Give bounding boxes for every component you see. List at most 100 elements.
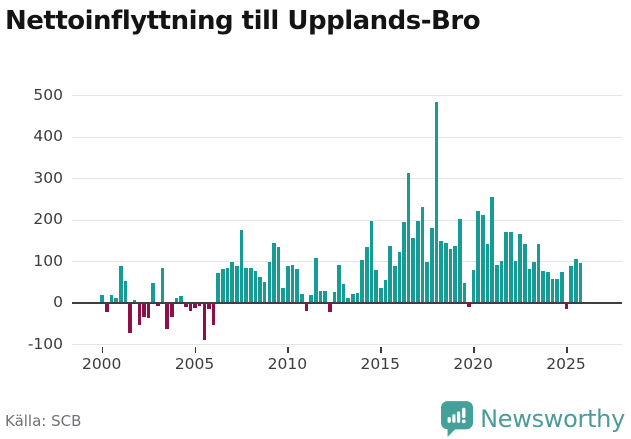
x-axis-label-2020: 2020 xyxy=(453,355,493,373)
bar-2022Q1 xyxy=(508,231,513,303)
x-axis-label-2000: 2000 xyxy=(81,355,122,373)
bar-2008Q4 xyxy=(262,281,267,303)
bar-2005Q2 xyxy=(197,302,202,307)
bar-2011Q4 xyxy=(318,290,323,303)
bar-2020Q2 xyxy=(476,210,481,303)
x-axis-label-2015: 2015 xyxy=(360,355,400,373)
bar-2016Q2 xyxy=(402,221,406,303)
bar-2007Q4 xyxy=(244,268,248,303)
bar-2006Q4 xyxy=(225,268,230,303)
bar-2012Q2 xyxy=(327,302,332,312)
bar-2015Q3 xyxy=(388,246,392,303)
bar-2019Q3 xyxy=(462,282,467,303)
bar-2017Q1 xyxy=(416,221,420,303)
bar-2007Q1 xyxy=(230,262,234,303)
bar-2021Q2 xyxy=(495,265,499,303)
bar-2011Q1 xyxy=(304,302,309,312)
bar-2002Q3 xyxy=(146,302,151,319)
x-tick-2020 xyxy=(473,347,475,353)
bar-2024Q3 xyxy=(555,279,559,303)
x-axis-label-2005: 2005 xyxy=(174,355,215,373)
bar-2019Q1 xyxy=(453,246,457,303)
newsworthy-icon xyxy=(441,401,474,437)
bar-2007Q2 xyxy=(235,266,239,303)
bar-2016Q1 xyxy=(397,251,402,303)
bar-2022Q3 xyxy=(518,234,522,303)
bar-2019Q4 xyxy=(467,302,471,307)
bar-2014Q3 xyxy=(369,221,374,303)
bar-2004Q1 xyxy=(174,298,179,303)
bar-2020Q1 xyxy=(471,270,476,303)
bar-2013Q4 xyxy=(355,293,360,303)
brand-name: Newsworthy xyxy=(480,405,625,433)
bar-2005Q4 xyxy=(207,302,211,309)
bar-2014Q1 xyxy=(360,260,364,303)
bar-2001Q3 xyxy=(128,302,132,334)
bar-2024Q1 xyxy=(546,271,550,303)
bar-2017Q4 xyxy=(430,227,434,303)
bar-2010Q4 xyxy=(300,293,304,303)
bar-2013Q3 xyxy=(351,294,355,303)
bar-2007Q3 xyxy=(239,229,244,303)
gridline-300 xyxy=(72,178,622,179)
bar-2005Q3 xyxy=(202,302,207,341)
bar-2009Q1 xyxy=(267,261,272,303)
bar-2004Q3 xyxy=(183,302,188,308)
x-tick-2015 xyxy=(380,347,382,353)
bar-2025Q4 xyxy=(578,263,583,303)
bar-2006Q3 xyxy=(221,268,225,303)
zero-line xyxy=(72,301,622,304)
bar-2003Q4 xyxy=(170,302,174,318)
gridline-200 xyxy=(72,219,622,221)
bar-2008Q2 xyxy=(253,271,258,303)
bar-2009Q4 xyxy=(281,288,286,303)
bar-2016Q4 xyxy=(411,237,416,303)
bar-2011Q2 xyxy=(309,295,313,303)
bar-2021Q1 xyxy=(490,197,494,303)
bar-2022Q4 xyxy=(522,244,527,303)
gridline--100 xyxy=(72,344,622,345)
bar-2001Q2 xyxy=(123,280,128,303)
y-axis-label-0: 0 xyxy=(53,293,63,311)
bar-2022Q2 xyxy=(513,261,518,303)
bar-2001Q1 xyxy=(118,265,123,303)
bar-2008Q3 xyxy=(258,276,262,303)
bar-2005Q1 xyxy=(193,302,197,309)
bar-2018Q3 xyxy=(443,242,448,303)
bar-2023Q4 xyxy=(541,270,546,303)
chart-title: Nettoinflyttning till Upplands-Bro xyxy=(5,6,481,36)
bar-2000Q3 xyxy=(109,295,114,303)
gridline-400 xyxy=(72,136,622,138)
x-tick-2000 xyxy=(101,347,104,353)
bar-2025Q1 xyxy=(564,302,569,309)
bar-2014Q2 xyxy=(365,246,369,303)
bar-2017Q3 xyxy=(425,262,429,303)
y-axis-label-200: 200 xyxy=(33,210,63,228)
y-axis-label-500: 500 xyxy=(33,85,63,104)
bar-2021Q3 xyxy=(499,261,504,303)
bar-2009Q2 xyxy=(272,243,276,303)
bar-2003Q3 xyxy=(165,302,169,329)
bar-2015Q2 xyxy=(383,280,388,303)
bar-2000Q2 xyxy=(105,302,109,312)
bar-2004Q2 xyxy=(179,295,183,303)
bar-2002Q2 xyxy=(142,302,146,317)
source-note: Källa: SCB xyxy=(5,412,82,430)
bar-2025Q2 xyxy=(569,265,573,303)
bar-2015Q1 xyxy=(378,288,383,303)
bar-2008Q1 xyxy=(248,268,253,303)
bar-2020Q3 xyxy=(481,214,485,303)
bar-2023Q3 xyxy=(536,243,541,303)
y-axis-label-300: 300 xyxy=(33,168,63,187)
bar-2015Q4 xyxy=(392,265,397,303)
bar-2018Q2 xyxy=(439,241,443,303)
bar-2014Q4 xyxy=(374,270,378,303)
plot-area: 500 400 300 200 100 0 -100 2000 2005 2010 2015 2020… xyxy=(28,85,622,373)
bar-2000Q1 xyxy=(100,295,104,303)
bar-2006Q1 xyxy=(211,302,216,325)
gridline-100 xyxy=(72,261,622,262)
bar-2001Q4 xyxy=(132,300,137,303)
bar-2002Q1 xyxy=(137,302,142,325)
gridline-500 xyxy=(72,95,622,96)
bar-2009Q3 xyxy=(276,247,281,303)
